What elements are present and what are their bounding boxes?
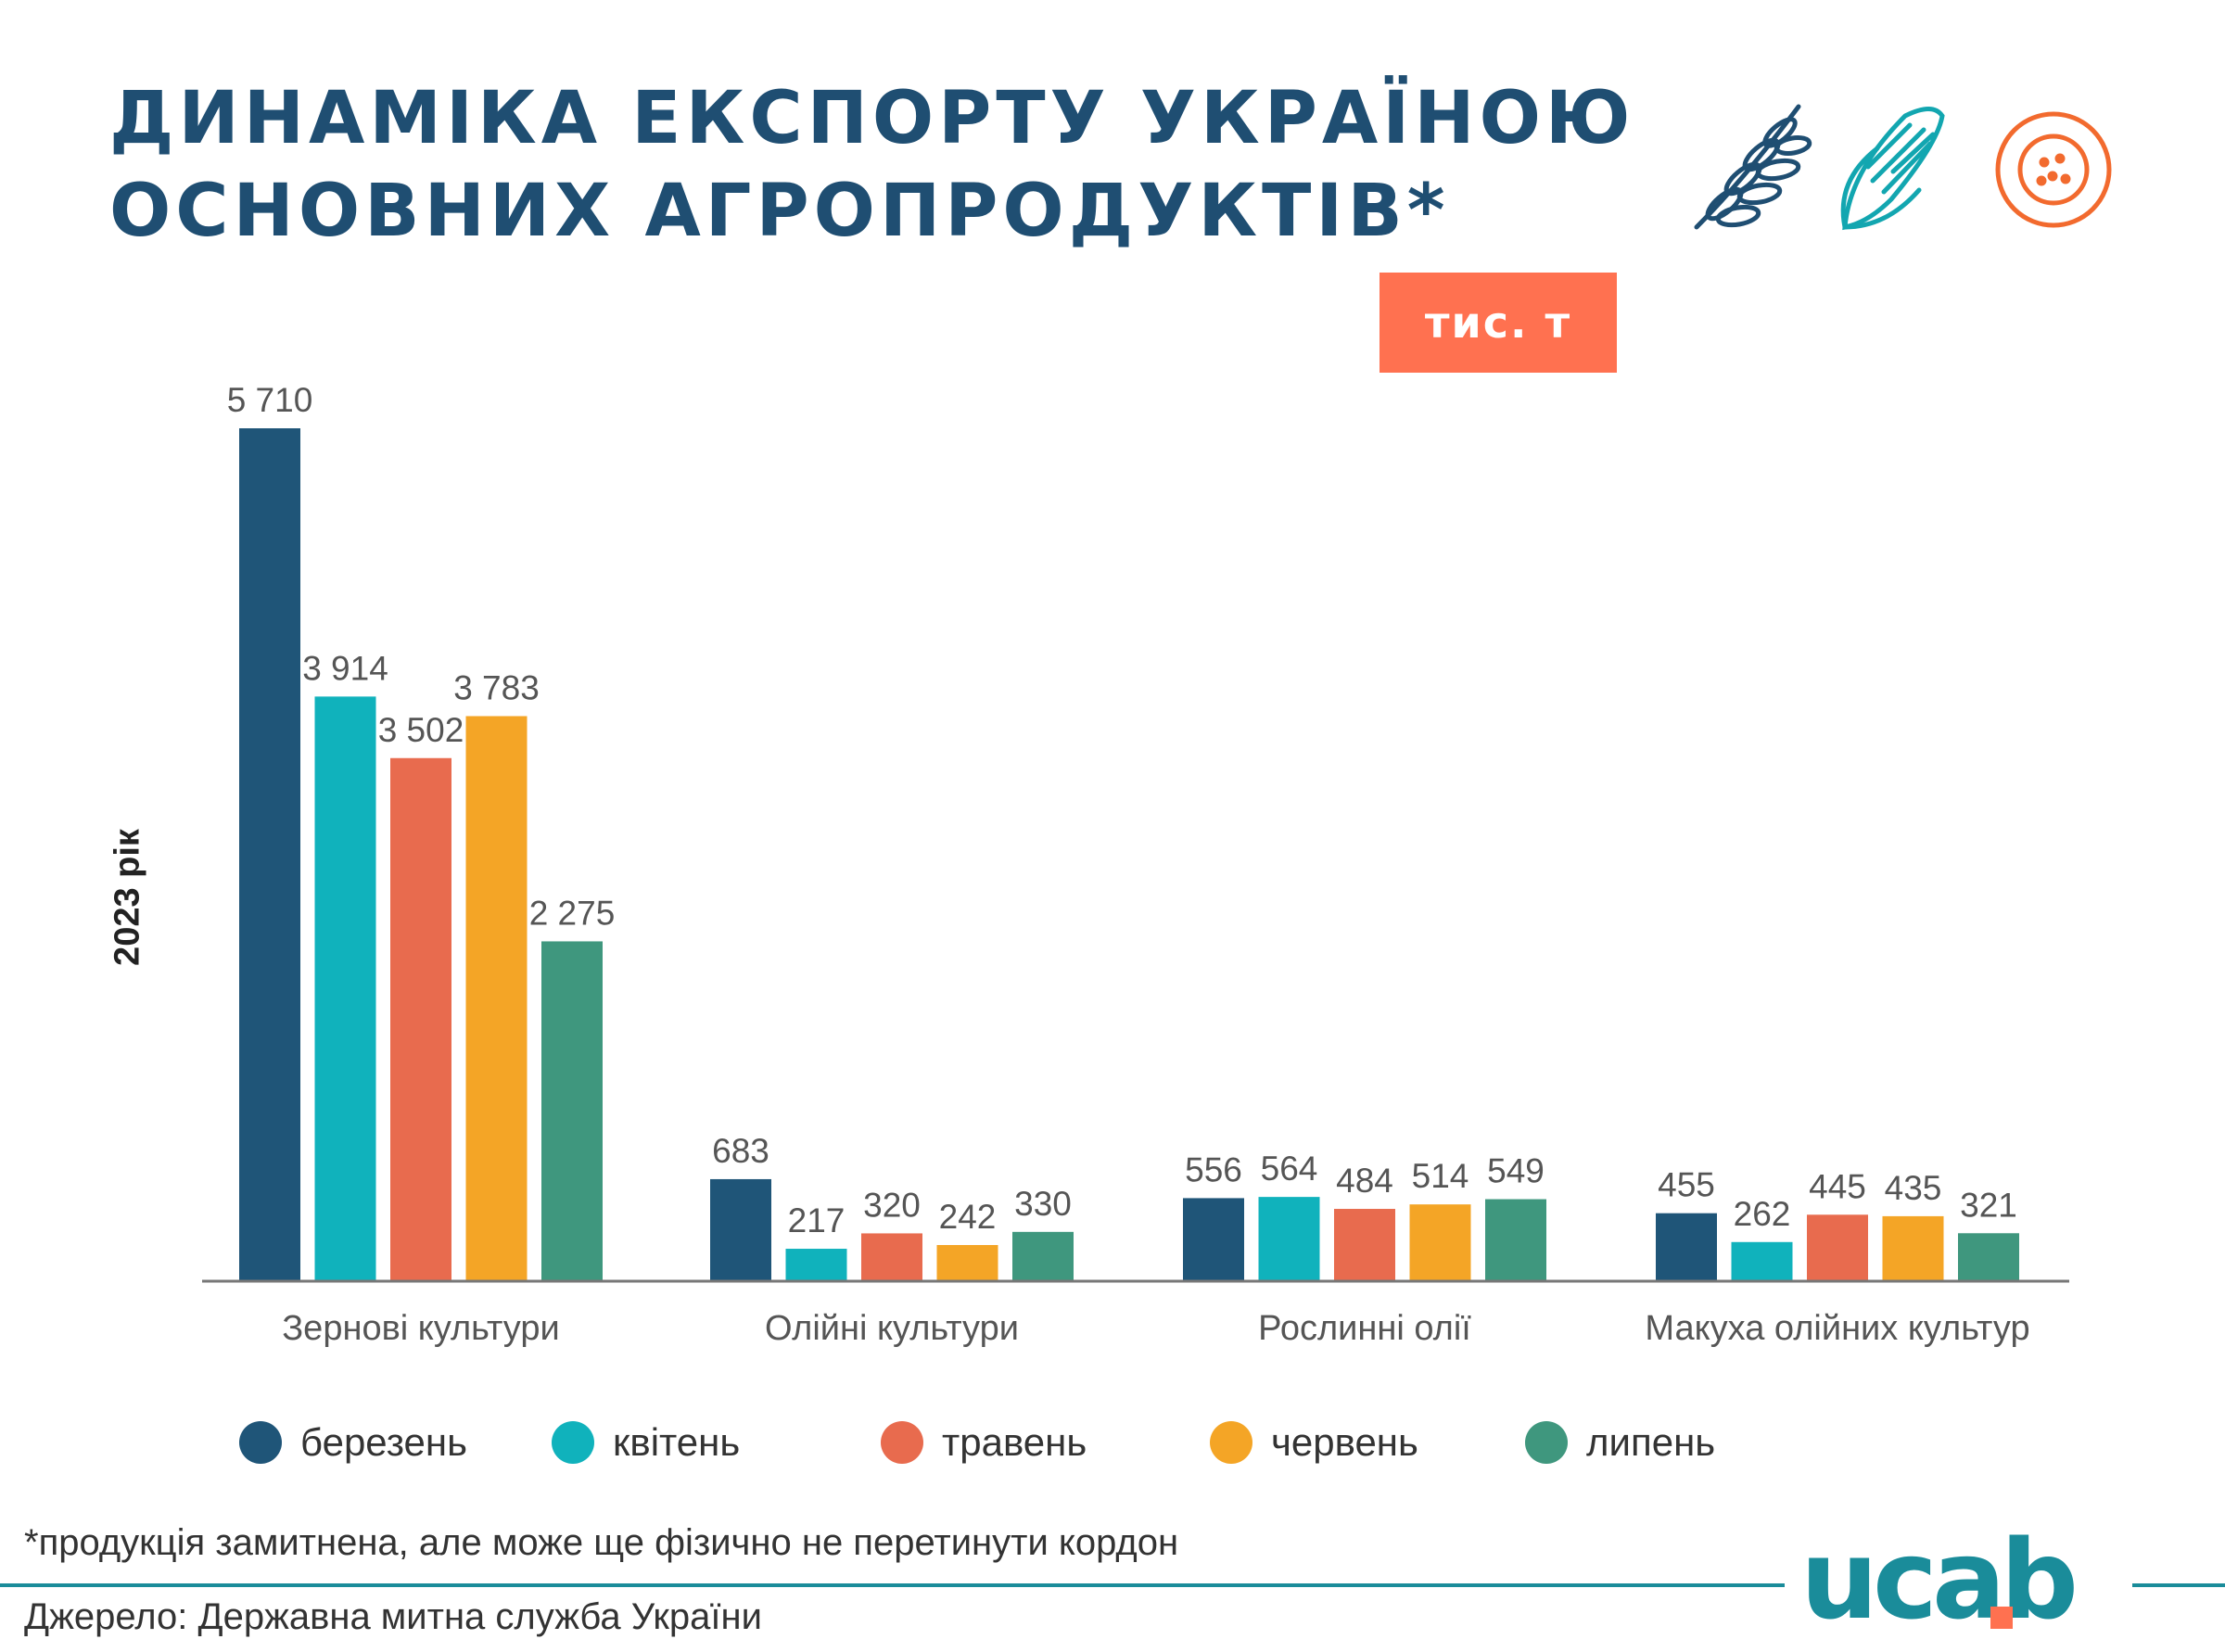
bar-1-1 (785, 1249, 847, 1281)
legend-label: травень (942, 1420, 1087, 1464)
category-label-2: Рослинні олії (1258, 1309, 1471, 1348)
data-label-3-1: 262 (1734, 1195, 1791, 1233)
data-label-1-3: 242 (939, 1198, 997, 1236)
legend-swatch (881, 1421, 923, 1464)
category-label-0: Зернові культури (282, 1309, 560, 1348)
data-label-1-1: 217 (788, 1201, 846, 1239)
legend-item-2: травень (881, 1420, 1087, 1465)
data-label-0-3: 3 783 (453, 668, 540, 706)
bar-2-2 (1334, 1209, 1395, 1281)
chart-legend: березень квітень травень червень липень (0, 1420, 2225, 1476)
data-label-0-2: 3 502 (378, 711, 464, 749)
divider-right (2132, 1583, 2225, 1587)
bar-1-2 (861, 1233, 922, 1281)
data-label-1-0: 683 (712, 1132, 769, 1170)
legend-item-4: липень (1525, 1420, 1715, 1465)
data-label-3-0: 455 (1658, 1166, 1715, 1204)
data-label-0-1: 3 914 (302, 649, 388, 687)
data-label-1-4: 330 (1014, 1185, 1072, 1223)
bar-chart: 5 710 683 556 455 3 914 217 564 262 3 502 320 484 4… (202, 381, 2069, 1348)
bar-2-4 (1485, 1199, 1546, 1281)
data-label-1-2: 320 (863, 1186, 921, 1224)
crop-icons (1694, 104, 2112, 231)
bar-1-4 (1012, 1231, 1074, 1281)
legend-label: червень (1271, 1420, 1418, 1464)
category-label-1: Олійні культури (765, 1309, 1019, 1348)
bar-1-3 (936, 1245, 998, 1281)
svg-text:ucab: ucab (1800, 1525, 2075, 1636)
title-line-2: ОСНОВНИХ АГРОПРОДУКТІВ* (109, 170, 1450, 253)
bar-3-2 (1807, 1214, 1868, 1281)
bar-0-0 (239, 428, 300, 1281)
legend-swatch (239, 1421, 282, 1464)
bar-3-3 (1882, 1215, 1944, 1281)
bar-3-4 (1958, 1233, 2019, 1281)
bar-2-0 (1183, 1198, 1244, 1281)
bar-0-2 (390, 757, 451, 1281)
bar-2-3 (1409, 1204, 1471, 1281)
legend-label: березень (300, 1420, 467, 1464)
data-label-2-0: 556 (1185, 1150, 1242, 1188)
legend-swatch (1525, 1421, 1568, 1464)
legend-swatch (1210, 1421, 1252, 1464)
corn-icon (1840, 107, 1945, 231)
bar-3-0 (1656, 1213, 1717, 1281)
source-note: Джерело: Державна митна служба України (24, 1596, 762, 1637)
sunflower-icon (1995, 111, 2112, 228)
divider-left (0, 1583, 1785, 1587)
data-label-2-3: 514 (1412, 1157, 1469, 1195)
bar-0-1 (314, 696, 376, 1281)
wheat-icon (1694, 104, 1812, 230)
data-label-2-4: 549 (1487, 1152, 1545, 1190)
data-label-0-4: 2 275 (529, 894, 616, 932)
data-label-2-1: 564 (1261, 1150, 1318, 1188)
bar-1-0 (710, 1178, 771, 1281)
data-label-3-3: 435 (1885, 1169, 1942, 1207)
unit-badge: тис. т (1380, 273, 1617, 373)
bar-3-1 (1731, 1241, 1793, 1281)
legend-item-1: квітень (552, 1420, 740, 1465)
bar-0-3 (465, 716, 528, 1281)
data-label-2-2: 484 (1336, 1162, 1393, 1200)
legend-item-3: червень (1210, 1420, 1418, 1465)
title-line-1: ДИНАМІКА ЕКСПОРТУ УКРАЇНОЮ (109, 77, 1635, 160)
data-label-3-2: 445 (1809, 1167, 1866, 1205)
ucab-logo: ucab (1800, 1525, 2080, 1636)
bar-0-4 (541, 941, 603, 1281)
legend-swatch (552, 1421, 594, 1464)
bar-2-1 (1258, 1197, 1320, 1281)
chart-title: ДИНАМІКА ЕКСПОРТУ УКРАЇНОЮ ОСНОВНИХ АГРО… (109, 72, 1685, 258)
footnote: *продукція замитнена, але може ще фізичн… (24, 1522, 1179, 1563)
category-label-3: Макуха олійних культур (1645, 1309, 2029, 1348)
legend-label: квітень (613, 1420, 741, 1464)
data-label-0-0: 5 710 (227, 381, 313, 419)
data-label-3-4: 321 (1960, 1186, 2017, 1224)
legend-label: липень (1586, 1420, 1716, 1464)
legend-item-0: березень (239, 1420, 467, 1465)
